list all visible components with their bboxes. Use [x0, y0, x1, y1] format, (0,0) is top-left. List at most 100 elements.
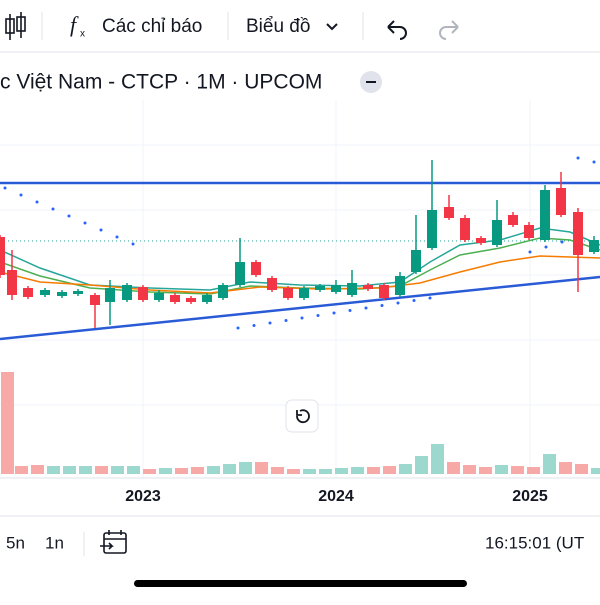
- candle-body: [379, 285, 389, 298]
- sar-dot: [396, 301, 400, 305]
- candle-body: [427, 210, 437, 248]
- sar-dot: [3, 186, 7, 190]
- fx-icon[interactable]: f: [70, 12, 79, 37]
- candle-body: [476, 238, 486, 243]
- candle-body: [73, 291, 83, 294]
- candle-body: [235, 262, 245, 285]
- volume-bar: [287, 469, 300, 474]
- redo-button[interactable]: [439, 20, 459, 40]
- volume-bar: [319, 469, 332, 474]
- symbol-title: c Việt Nam - CTCP · 1M · UPCOM: [0, 71, 322, 94]
- candle-body: [299, 288, 309, 298]
- volume-bar: [447, 462, 460, 474]
- candle-body: [251, 262, 261, 275]
- volume-bar: [367, 467, 380, 474]
- sar-dot: [35, 200, 39, 204]
- sar-dot: [51, 207, 55, 211]
- candle-body: [0, 237, 5, 275]
- volume-bar: [383, 466, 396, 474]
- sar-dot: [528, 250, 532, 254]
- volume-bar: [159, 468, 172, 474]
- range-button[interactable]: 5n: [6, 533, 25, 552]
- volume-bar: [495, 465, 508, 474]
- volume-bar: [143, 469, 156, 474]
- volume-bar: [559, 462, 572, 474]
- sar-dot: [348, 309, 352, 312]
- sar-dot: [364, 306, 368, 310]
- candle-body: [492, 220, 502, 245]
- candle-body: [138, 287, 148, 300]
- candle-body: [154, 293, 164, 300]
- volume-bar: [175, 468, 188, 474]
- toolbar: [0, 0, 600, 52]
- candle-body: [315, 286, 325, 290]
- volume-bar: [223, 464, 236, 474]
- candle-body: [122, 285, 132, 300]
- sar-dot: [560, 240, 564, 244]
- sar-dot: [67, 214, 71, 218]
- volume-bar: [399, 464, 412, 474]
- date-range-icon[interactable]: [100, 530, 127, 554]
- clock: 16:15:01 (UT: [485, 533, 584, 552]
- sar-dot: [83, 221, 87, 225]
- fx-icon-x: x: [80, 29, 85, 40]
- sar-dot: [544, 245, 548, 249]
- candle-body: [267, 278, 277, 290]
- home-indicator: [134, 580, 467, 587]
- x-axis-label: 2024: [318, 488, 354, 505]
- candle-body: [556, 188, 566, 215]
- volume-bar: [111, 466, 124, 474]
- volume-bar: [415, 456, 428, 474]
- volume-bar: [15, 466, 28, 474]
- candle-body: [7, 270, 17, 295]
- volume-bar: [191, 467, 204, 474]
- candle-body: [347, 283, 357, 295]
- sar-dot: [115, 235, 119, 239]
- candle-body: [444, 207, 454, 218]
- sar-dot: [268, 321, 272, 325]
- volume-bar: [303, 469, 316, 474]
- volume-bar: [351, 467, 364, 474]
- candle-body: [573, 212, 583, 255]
- volume-bar: [511, 466, 524, 474]
- candle-body: [218, 285, 228, 298]
- candle-body: [363, 285, 373, 289]
- x-axis-label: 2025: [512, 488, 548, 505]
- support-line: [0, 275, 600, 341]
- volume-bar: [463, 465, 476, 474]
- candle-body: [411, 250, 421, 272]
- sar-dot: [576, 156, 580, 160]
- reset-button[interactable]: [285, 399, 319, 433]
- volume-bar: [543, 454, 556, 474]
- volume-bar: [479, 467, 492, 474]
- volume-bar: [63, 466, 76, 474]
- volume-bar: [95, 466, 108, 474]
- candle-icon[interactable]: [5, 12, 26, 40]
- volume-bar: [207, 466, 220, 474]
- x-axis-label: 2023: [125, 488, 161, 505]
- reset-icon: [296, 409, 310, 424]
- undo-button[interactable]: [387, 20, 407, 40]
- price-chart: [0, 100, 600, 478]
- chart-type-button[interactable]: Biểu đồ: [246, 16, 310, 37]
- sar-dot: [19, 193, 23, 197]
- sar-dot: [412, 299, 416, 302]
- range-button[interactable]: 1n: [45, 533, 64, 552]
- candle-body: [105, 288, 115, 302]
- candle-body: [283, 288, 293, 298]
- volume-bar: [575, 464, 588, 474]
- volume-bar: [527, 467, 540, 474]
- sar-dot: [131, 242, 135, 246]
- candle-body: [202, 295, 212, 302]
- sar-dot: [236, 326, 240, 330]
- indicators-button[interactable]: Các chỉ báo: [102, 16, 202, 37]
- candle-body: [90, 295, 100, 305]
- volume-bar: [271, 467, 284, 474]
- candle-body: [540, 190, 550, 240]
- candle-body: [460, 218, 470, 240]
- candle-body: [170, 295, 180, 302]
- volume-bar: [1, 372, 14, 474]
- sar-dot: [380, 304, 384, 307]
